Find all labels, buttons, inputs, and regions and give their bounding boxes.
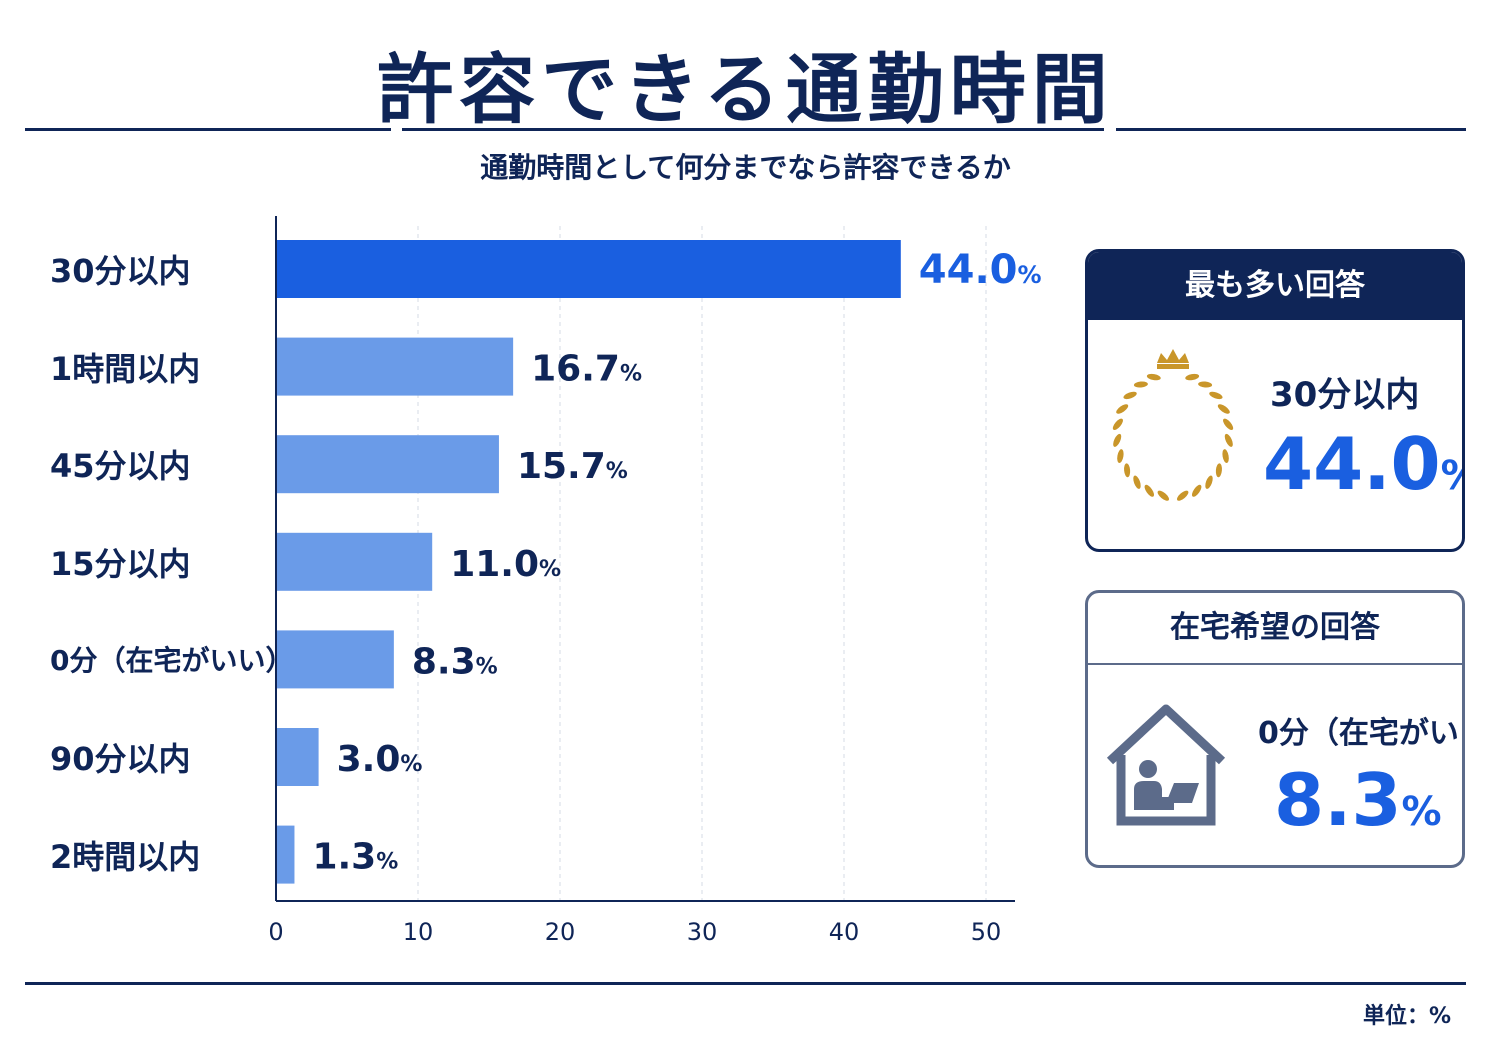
bar-2 — [276, 435, 499, 494]
bar-value-label-1: 16.7% — [531, 349, 642, 390]
bar-value-label-0: 44.0% — [919, 247, 1042, 293]
top-answer-value: 44.0% — [1263, 422, 1462, 506]
bar-value-label-6: 1.3% — [312, 837, 398, 878]
x-tick-label-0: 0 — [268, 918, 283, 946]
house-remote-work-icon — [1106, 704, 1226, 826]
bar-value-label-2: 15.7% — [517, 446, 628, 487]
bar-6 — [276, 825, 295, 884]
home-answer-card-header: 在宅希望の回答 — [1088, 593, 1462, 665]
footer-rule — [25, 982, 1466, 985]
page-title: 許容できる通勤時間 — [377, 45, 1114, 134]
bar-1 — [276, 337, 514, 396]
x-tick-label-3: 30 — [687, 918, 718, 946]
x-tick-label-1: 10 — [403, 918, 434, 946]
home-answer-card: 在宅希望の回答 0分（在宅がいい） 8.3% — [1085, 590, 1465, 868]
title-rule-center — [402, 128, 1104, 131]
bar-4 — [276, 630, 394, 689]
category-label-2: 45分以内 — [50, 447, 191, 486]
title-rule-right — [1116, 128, 1466, 131]
category-label-5: 90分以内 — [50, 740, 191, 778]
category-label-4: 0分（在宅がいい） — [50, 644, 294, 678]
bar-0 — [276, 240, 901, 298]
bar-value-label-5: 3.0% — [337, 739, 423, 780]
bar-5 — [276, 728, 319, 786]
home-answer-label: 0分（在宅がいい） — [1258, 716, 1462, 751]
top-answer-label: 30分以内 — [1270, 375, 1420, 415]
category-label-1: 1時間以内 — [50, 349, 201, 388]
top-answer-card-header: 最も多い回答 — [1088, 252, 1462, 320]
title-rule-left — [25, 128, 391, 131]
x-tick-label-5: 50 — [971, 918, 1002, 946]
x-tick-label-4: 40 — [829, 918, 860, 946]
home-answer-number: 8.3 — [1274, 758, 1402, 842]
page-subtitle: 通勤時間として何分までなら許容できるか — [480, 151, 1011, 184]
bar-value-label-3: 11.0% — [450, 544, 561, 585]
top-answer-card: 最も多い回答 30分以内 44.0% — [1085, 249, 1465, 552]
x-tick-label-2: 20 — [545, 918, 576, 946]
unit-note: 単位：% — [1362, 1004, 1451, 1029]
bar-3 — [276, 532, 433, 591]
category-label-6: 2時間以内 — [50, 837, 201, 876]
category-label-3: 15分以内 — [50, 544, 191, 583]
bar-value-label-4: 8.3% — [412, 641, 498, 682]
bar-chart: 44.0% 16.7% 15.7% 11.0% 8.3% 3.0% 1.3% 0 10 20 30 4… — [268, 216, 1042, 946]
category-label-0: 30分以内 — [50, 252, 191, 290]
home-answer-suffix: % — [1401, 789, 1442, 835]
top-answer-number: 44.0 — [1263, 422, 1441, 506]
top-answer-suffix: % — [1441, 453, 1462, 499]
home-answer-value: 8.3% — [1274, 758, 1442, 842]
laurel-crown-icon — [1112, 349, 1234, 501]
